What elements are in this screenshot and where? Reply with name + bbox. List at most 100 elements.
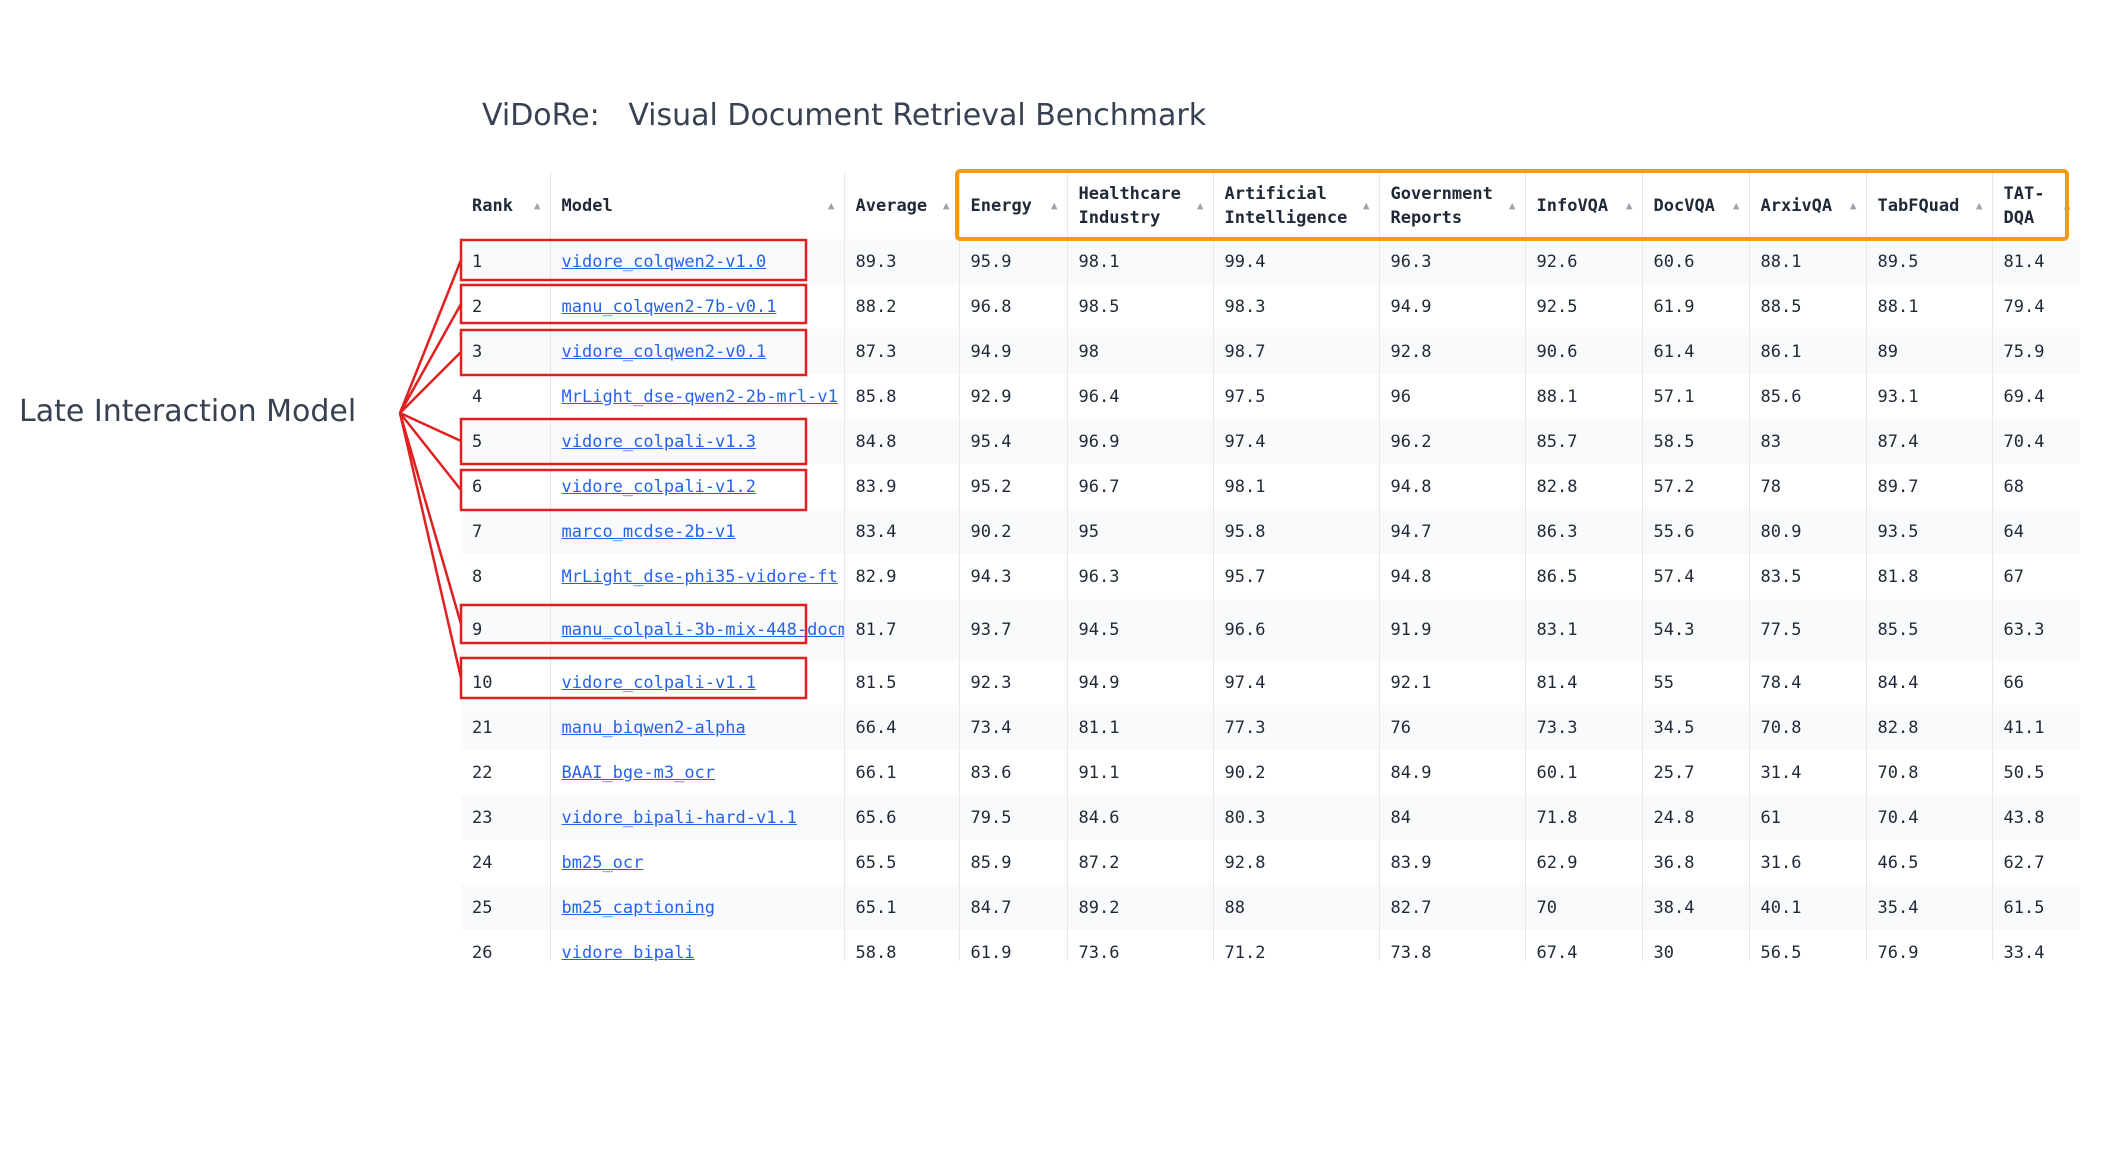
score: 57.4 <box>1653 566 1695 587</box>
score: 81.7 <box>855 619 897 640</box>
model-link[interactable]: manu_biqwen2-alpha <box>561 717 746 738</box>
score: 94.3 <box>970 566 1012 587</box>
model-link[interactable]: bm25_ocr <box>561 852 644 873</box>
score-cell: 60.1 <box>1525 750 1643 795</box>
leaderboard-table: RankModelAverageEnergyHealthcare Industr… <box>461 172 2080 961</box>
score: 91.9 <box>1390 619 1432 640</box>
score: 98.5 <box>1078 296 1120 317</box>
score-cell: 71.8 <box>1525 795 1643 840</box>
model-link[interactable]: bm25_captioning <box>561 897 716 918</box>
table-row: 6 vidore_colpali-v1.2 83.9 95.2 96.7 98.1 94.8… <box>461 464 2080 509</box>
score: 85.7 <box>1536 431 1578 452</box>
score: 86.5 <box>1536 566 1578 587</box>
score: 61 <box>1760 807 1781 828</box>
score-cell: 21 <box>461 705 551 750</box>
model-link[interactable]: manu_colqwen2-7b-v0.1 <box>561 296 777 317</box>
score-cell: 85.7 <box>1525 419 1643 464</box>
column-header[interactable]: Artificial Intelligence <box>1213 172 1380 239</box>
score-cell: 97.5 <box>1213 374 1380 419</box>
rank: 22 <box>472 762 493 783</box>
score: 94.7 <box>1390 521 1432 542</box>
score-cell: 40.1 <box>1749 885 1867 930</box>
score: 78.4 <box>1760 672 1802 693</box>
table-row: 25 bm25_captioning 65.1 84.7 89.2 88 82.7 70 38.… <box>461 885 2080 930</box>
score: 58.5 <box>1653 431 1695 452</box>
score-cell: 94.9 <box>959 329 1068 374</box>
score: 84.6 <box>1078 807 1120 828</box>
score-cell: 76 <box>1379 705 1526 750</box>
model-link[interactable]: vidore_bipali-hard-v1.1 <box>561 807 797 828</box>
column-header[interactable]: DocVQA <box>1642 172 1750 239</box>
score: 96.2 <box>1390 431 1432 452</box>
leaderboard: RankModelAverageEnergyHealthcare Industr… <box>461 172 2080 961</box>
model-cell: vidore_colpali-v1.3 <box>550 419 845 464</box>
score-cell: 83.5 <box>1749 554 1867 599</box>
score-cell: 6 <box>461 464 551 509</box>
score: 83.9 <box>855 476 897 497</box>
score: 69.4 <box>2003 386 2045 407</box>
score-cell: 31.6 <box>1749 840 1867 885</box>
rank: 24 <box>472 852 493 873</box>
rank: 5 <box>472 431 483 452</box>
column-header[interactable]: Average <box>844 172 960 239</box>
column-header[interactable]: Healthcare Industry <box>1067 172 1214 239</box>
score-cell: 70.8 <box>1749 705 1867 750</box>
score-cell: 67.4 <box>1525 930 1643 962</box>
model-link[interactable]: vidore_colqwen2-v0.1 <box>561 341 767 362</box>
score-cell: 96.3 <box>1379 239 1526 284</box>
score: 95.9 <box>970 251 1012 272</box>
score: 58.8 <box>855 942 897 962</box>
score: 94.9 <box>1078 672 1120 693</box>
column-header[interactable]: Model <box>550 172 845 239</box>
score-cell: 90.2 <box>1213 750 1380 795</box>
column-header[interactable]: Government Reports <box>1379 172 1526 239</box>
model-link[interactable]: MrLight_dse-phi35-vidore-ft <box>561 566 838 587</box>
score-cell: 70.4 <box>1992 419 2080 464</box>
score-cell: 96.3 <box>1067 554 1214 599</box>
model-link[interactable]: vidore_colpali-v1.3 <box>561 431 756 452</box>
model-link[interactable]: marco_mcdse-2b-v1 <box>561 521 736 542</box>
column-header[interactable]: InfoVQA <box>1525 172 1643 239</box>
score: 94.8 <box>1390 566 1432 587</box>
score: 88.2 <box>855 296 897 317</box>
score-cell: 73.3 <box>1525 705 1643 750</box>
score: 94.8 <box>1390 476 1432 497</box>
score: 70.8 <box>1877 762 1919 783</box>
score: 90.2 <box>1224 762 1266 783</box>
score-cell: 87.2 <box>1067 840 1214 885</box>
score: 80.3 <box>1224 807 1266 828</box>
model-link[interactable]: vidore_colpali-v1.1 <box>561 672 756 693</box>
column-header[interactable]: Rank <box>461 172 551 239</box>
score-cell: 92.8 <box>1213 840 1380 885</box>
score-cell: 84.6 <box>1067 795 1214 840</box>
score-cell: 64 <box>1992 509 2080 554</box>
score: 36.8 <box>1653 852 1695 873</box>
score: 73.6 <box>1078 942 1120 962</box>
score: 67.4 <box>1536 942 1578 962</box>
rank: 10 <box>472 672 493 693</box>
score-cell: 55 <box>1642 660 1750 705</box>
model-link[interactable]: vidore_bipali <box>561 942 695 962</box>
column-header[interactable]: ArxivQA <box>1749 172 1867 239</box>
score-cell: 96.6 <box>1213 599 1380 660</box>
rank: 9 <box>472 619 483 640</box>
model-link[interactable]: vidore_colpali-v1.2 <box>561 476 756 497</box>
score: 88.1 <box>1877 296 1919 317</box>
column-header[interactable]: Energy <box>959 172 1068 239</box>
model-cell: MrLight_dse-qwen2-2b-mrl-v1 <box>550 374 845 419</box>
column-header[interactable]: TAT-DQA <box>1992 172 2080 239</box>
score: 31.4 <box>1760 762 1802 783</box>
score: 83 <box>1760 431 1781 452</box>
model-link[interactable]: manu_colpali-3b-mix-448-docma <box>561 619 844 640</box>
model-link[interactable]: vidore_colqwen2-v1.0 <box>561 251 767 272</box>
score-cell: 62.9 <box>1525 840 1643 885</box>
model-link[interactable]: BAAI_bge-m3_ocr <box>561 762 716 783</box>
score: 81.4 <box>2003 251 2045 272</box>
model-cell: vidore_colpali-v1.2 <box>550 464 845 509</box>
model-link[interactable]: MrLight_dse-qwen2-2b-mrl-v1 <box>561 386 838 407</box>
rank: 7 <box>472 521 483 542</box>
score-cell: 96.4 <box>1067 374 1214 419</box>
score-cell: 85.5 <box>1866 599 1993 660</box>
column-header[interactable]: TabFQuad <box>1866 172 1993 239</box>
score-cell: 97.4 <box>1213 660 1380 705</box>
